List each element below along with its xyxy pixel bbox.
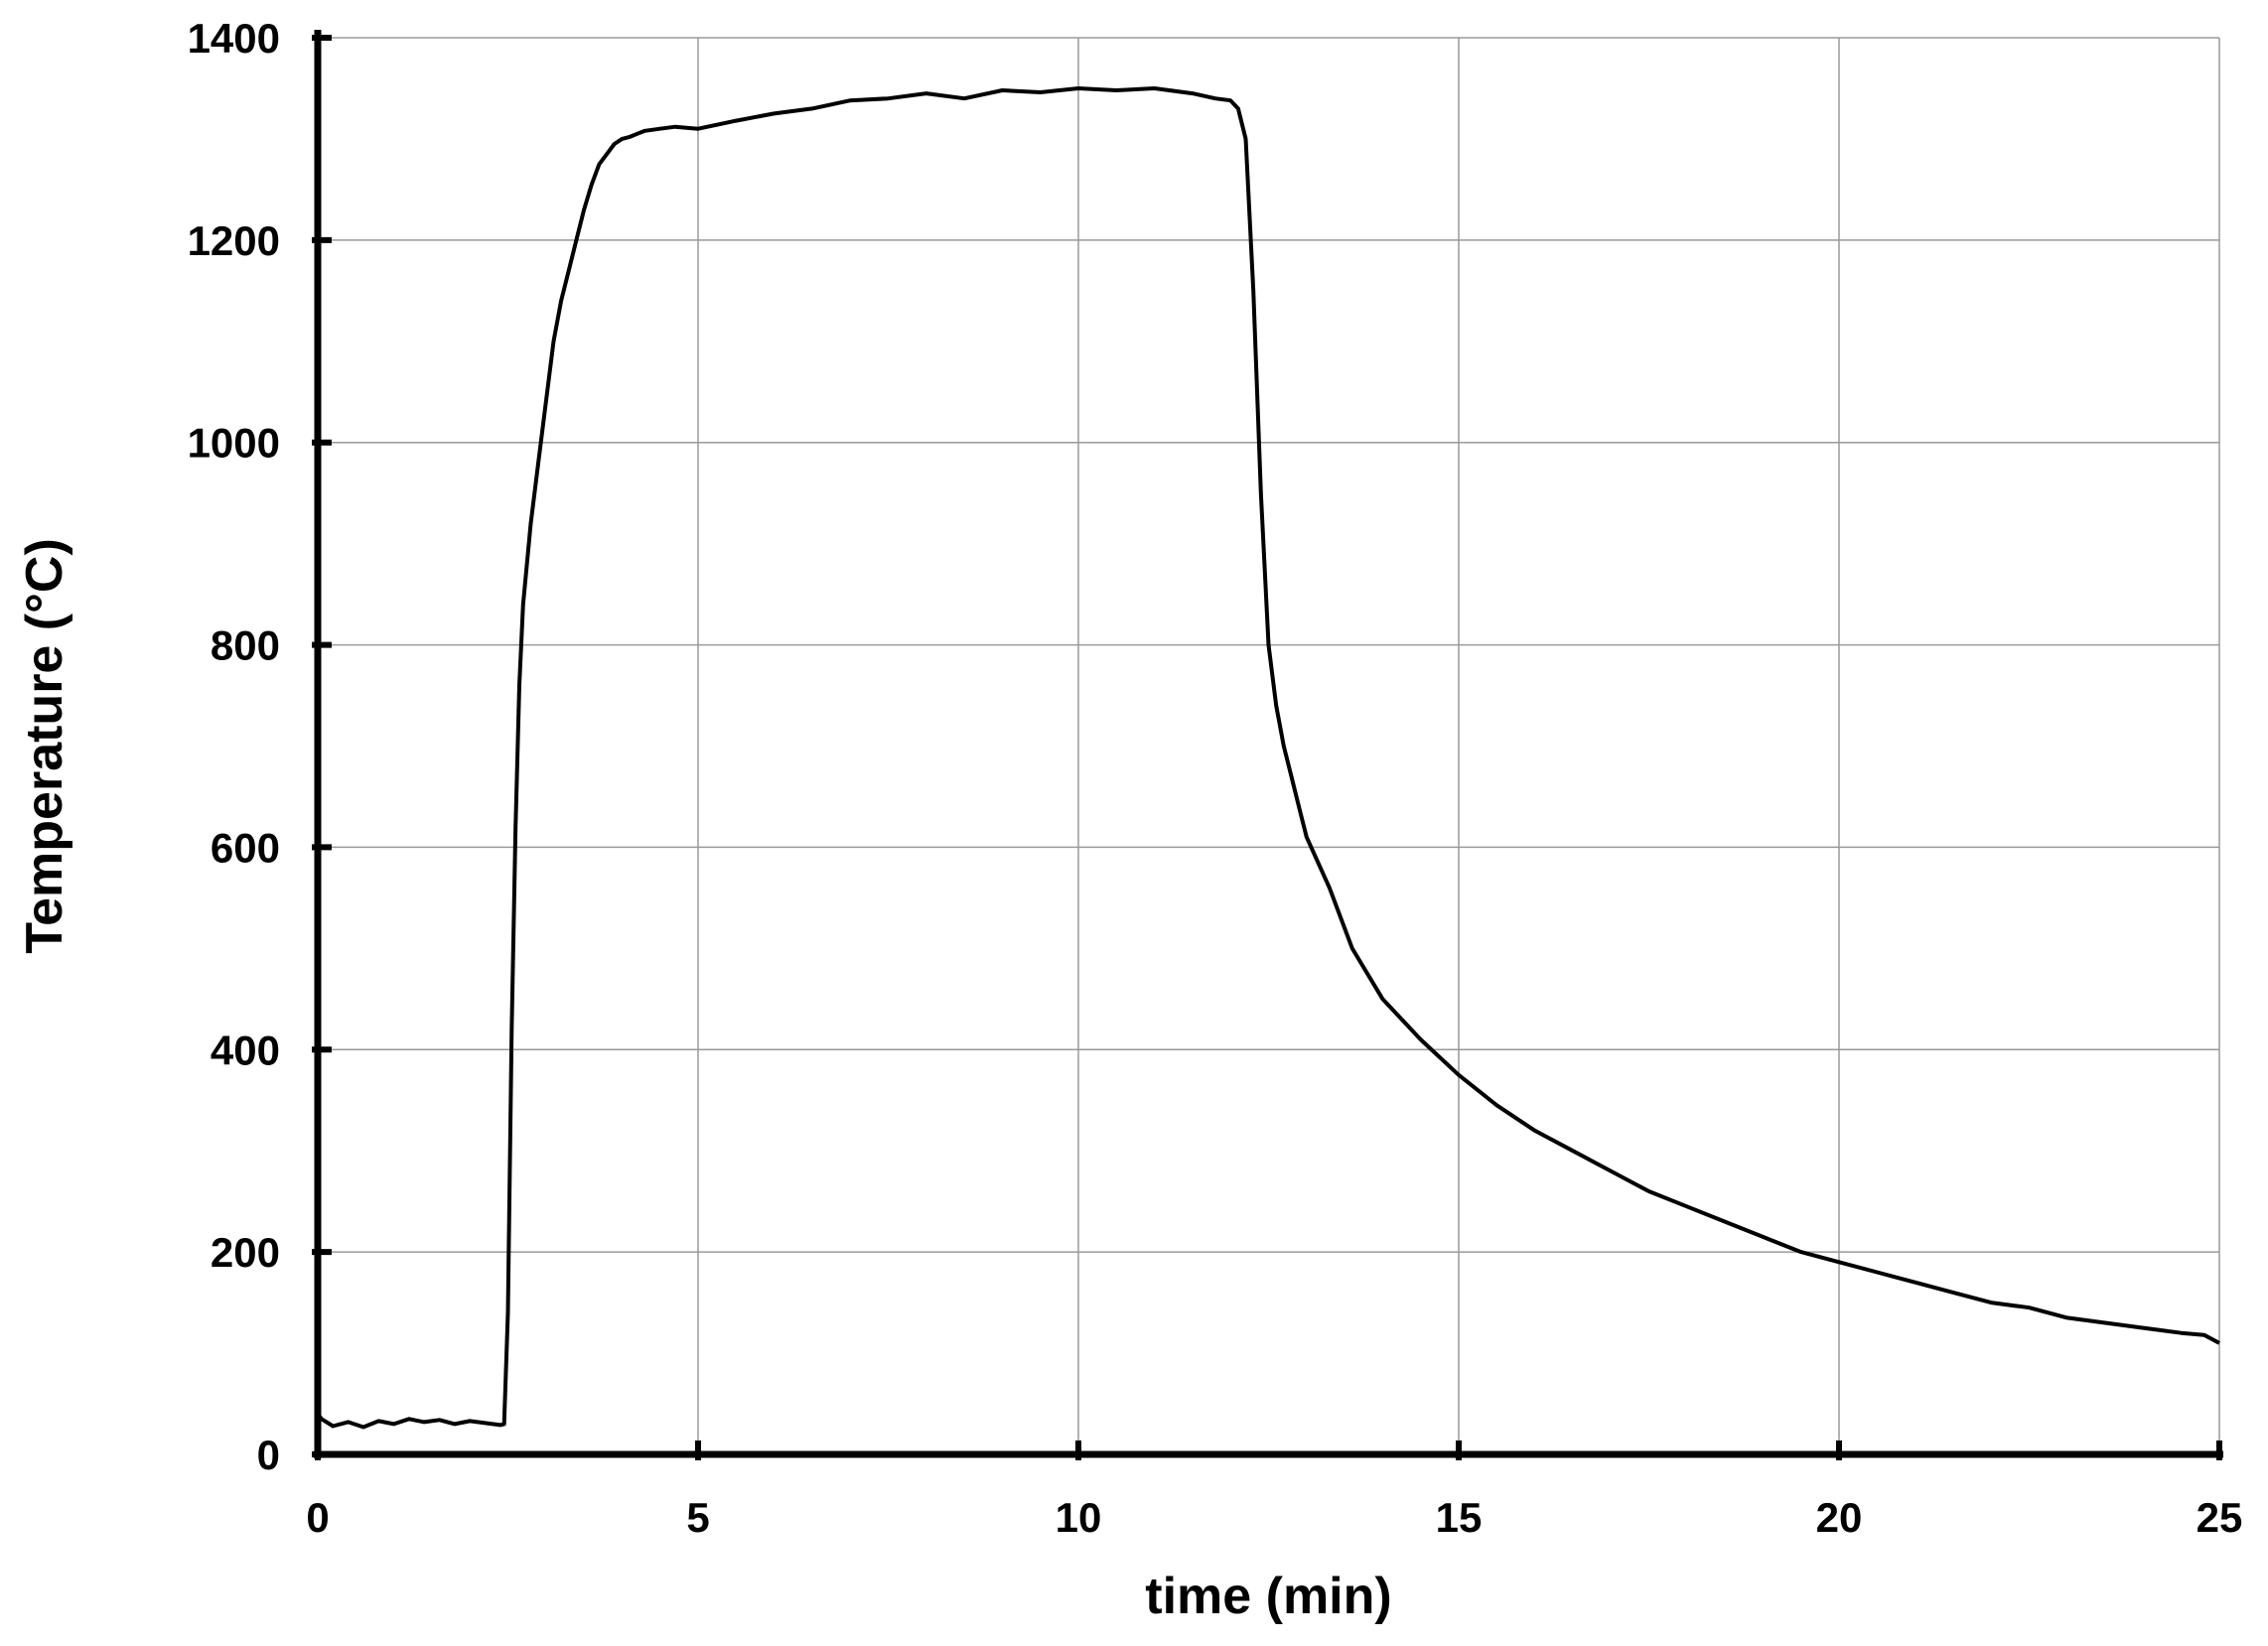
x-tick-label: 25 [2197, 1494, 2243, 1541]
y-tick-label: 0 [257, 1432, 280, 1478]
series-layer [316, 86, 2220, 1430]
x-axis-title: time (min) [1145, 1568, 1391, 1625]
x-tick-label: 0 [306, 1494, 329, 1541]
y-tick-label: 1400 [188, 15, 280, 62]
x-tick-label: 20 [1816, 1494, 1863, 1541]
y-tick-label: 600 [211, 824, 280, 871]
tick-labels: 0 5 10 15 20 25 0 200 400 600 800 1000 1200 1400 [188, 15, 2243, 1541]
y-tick-label: 1000 [188, 420, 280, 467]
y-axis-title: Temperature (°C) [16, 538, 73, 954]
x-tick-label: 10 [1056, 1494, 1102, 1541]
y-tick-label: 400 [211, 1027, 280, 1073]
y-tick-label: 200 [211, 1229, 280, 1276]
series-line [316, 86, 2220, 1430]
grid-lines [317, 37, 2220, 1455]
y-tick-label: 1200 [188, 217, 280, 264]
x-tick-label: 5 [686, 1494, 709, 1541]
y-tick-label: 800 [211, 622, 280, 669]
x-tick-label: 15 [1436, 1494, 1483, 1541]
axes [312, 30, 2223, 1460]
